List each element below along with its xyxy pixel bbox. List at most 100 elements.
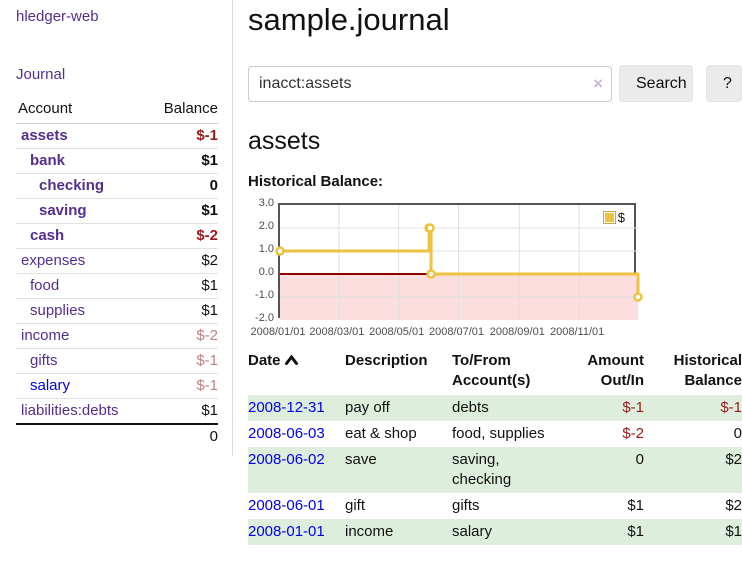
account-balance: $-2 [146, 223, 218, 249]
transaction-description: save [345, 451, 377, 468]
account-heading: assets [248, 127, 321, 155]
chart-title: Historical Balance: [248, 173, 384, 190]
register-header-row: Date Description To/From Account(s) Amou… [248, 349, 742, 395]
accounts-total-row: 0 [16, 423, 218, 449]
journal-link[interactable]: Journal [16, 66, 66, 83]
account-row: salary $-1 [16, 373, 218, 399]
account-row: food $1 [16, 273, 218, 299]
x-tick-label: 2008/01/01 [250, 326, 306, 338]
account-balance: $2 [146, 248, 218, 274]
clear-search-icon[interactable]: × [593, 73, 603, 93]
account-row: checking 0 [16, 173, 218, 199]
account-balance: $-2 [146, 323, 218, 349]
chart-plot-area: $ [275, 203, 643, 320]
accounts-header-account: Account [16, 97, 147, 124]
y-tick-label: 1.0 [258, 243, 274, 255]
account-balance: $-1 [146, 373, 218, 399]
transaction-accounts: salary [452, 523, 493, 540]
account-row: saving $1 [16, 198, 218, 224]
register-header-balance: Historical Balance [673, 352, 742, 389]
help-button[interactable]: ? [706, 65, 742, 102]
transaction-description: income [345, 523, 394, 540]
register-header-amount: Amount Out/In [587, 352, 644, 389]
account-balance: $1 [146, 273, 218, 299]
register-row: 2008-01-01 income salary $1 $1 [248, 519, 742, 545]
chart-canvas [275, 205, 643, 320]
account-row: assets $-1 [16, 123, 218, 149]
transaction-date-link[interactable]: 2008-06-02 [248, 451, 325, 468]
register-header-description: Description [345, 352, 428, 369]
sidebar: hledger-web Journal Account Balance asse… [0, 0, 233, 456]
account-link[interactable]: supplies [30, 302, 86, 319]
account-link[interactable]: salary [30, 377, 71, 394]
account-row: expenses $2 [16, 248, 218, 274]
account-link[interactable]: food [30, 277, 60, 294]
account-link[interactable]: checking [39, 177, 105, 194]
transaction-balance: $-1 [720, 399, 742, 416]
transaction-description: gift [345, 497, 366, 514]
sort-ascending-icon [284, 355, 298, 365]
transaction-amount: $-1 [622, 399, 644, 416]
transaction-amount: $1 [627, 523, 644, 540]
legend-label: $ [617, 210, 625, 225]
register-header-date[interactable]: Date [248, 349, 345, 395]
transaction-accounts: saving, checking [452, 451, 512, 488]
transaction-description: pay off [345, 399, 390, 416]
account-link[interactable]: saving [39, 202, 87, 219]
search-button[interactable]: Search [619, 65, 693, 102]
register-row: 2008-06-01 gift gifts $1 $2 [248, 493, 742, 519]
account-link[interactable]: income [21, 327, 70, 344]
main-panel: sample.journal × Search ? assets Histori… [248, 0, 742, 545]
account-balance: 0 [146, 173, 218, 199]
account-link[interactable]: cash [30, 227, 65, 244]
x-tick-label: 2008/11/01 [550, 326, 605, 338]
account-link[interactable]: gifts [30, 352, 58, 369]
transaction-date-link[interactable]: 2008-06-03 [248, 425, 325, 442]
account-row: bank $1 [16, 148, 218, 174]
account-link[interactable]: assets [21, 127, 68, 144]
transaction-amount: $-2 [622, 425, 644, 442]
chart-legend: $ [600, 209, 627, 226]
transaction-balance: $2 [725, 451, 742, 468]
transaction-accounts: food, supplies [452, 425, 545, 442]
account-balance: $1 [146, 398, 218, 425]
transaction-balance: $1 [725, 523, 742, 540]
account-row: cash $-2 [16, 223, 218, 249]
y-tick-label: 0.0 [258, 266, 274, 278]
register-table: Date Description To/From Account(s) Amou… [248, 349, 742, 545]
accounts-total-value: 0 [146, 423, 218, 449]
account-row: liabilities:debts $1 [16, 398, 218, 425]
balance-chart: 3.0 2.0 1.0 0.0 -1.0 -2.0 $ 2008/01/01 2008/03… [248, 195, 742, 342]
account-link[interactable]: expenses [21, 252, 86, 269]
transaction-description: eat & shop [345, 425, 417, 442]
app-title-link[interactable]: hledger-web [16, 8, 99, 25]
transaction-date-link[interactable]: 2008-06-01 [248, 497, 325, 514]
transaction-date-link[interactable]: 2008-12-31 [248, 399, 325, 416]
account-link[interactable]: liabilities:debts [21, 402, 119, 419]
page-title: sample.journal [248, 2, 450, 37]
register-row: 2008-06-03 eat & shop food, supplies $-2… [248, 421, 742, 447]
account-row: supplies $1 [16, 298, 218, 324]
y-tick-label: 3.0 [258, 197, 274, 209]
account-balance: $-1 [146, 348, 218, 374]
accounts-table: Account Balance assets $-1 bank $1 check… [16, 97, 218, 449]
account-balance: $1 [146, 148, 218, 174]
search-input[interactable] [248, 65, 612, 102]
y-tick-label: 2.0 [258, 220, 274, 232]
accounts-header-balance: Balance [146, 97, 218, 124]
account-row: gifts $-1 [16, 348, 218, 374]
transaction-accounts: debts [452, 399, 489, 416]
account-balance: $-1 [146, 123, 218, 149]
x-tick-label: 2008/07/01 [428, 326, 485, 338]
x-tick-label: 2008/03/01 [309, 326, 365, 338]
account-link[interactable]: bank [30, 152, 66, 169]
register-tbody: 2008-12-31 pay off debts $-1 $-1 2008-06… [248, 395, 742, 545]
transaction-balance: 0 [733, 425, 742, 442]
account-balance: $1 [146, 198, 218, 224]
transaction-date-link[interactable]: 2008-01-01 [248, 523, 325, 540]
accounts-tbody: assets $-1 bank $1 checking 0 saving $1 … [16, 123, 218, 425]
transaction-amount: 0 [635, 451, 644, 468]
account-row: income $-2 [16, 323, 218, 349]
account-balance: $1 [146, 298, 218, 324]
register-row: 2008-12-31 pay off debts $-1 $-1 [248, 395, 742, 421]
